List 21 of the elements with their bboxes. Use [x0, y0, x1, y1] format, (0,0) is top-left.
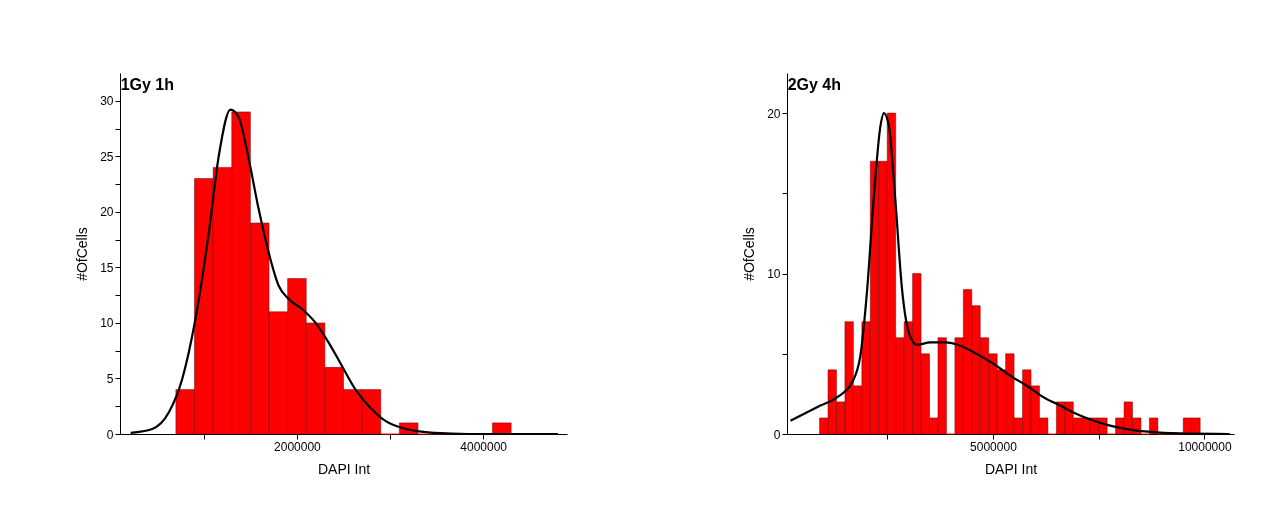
x-tick-label: 2000000 — [274, 439, 322, 454]
y-tick-label: 25 — [100, 149, 114, 164]
y-tick-label: 0 — [773, 427, 781, 442]
chart-title: 2Gy 4h — [787, 76, 842, 93]
y-tick-label: 20 — [100, 205, 114, 220]
y-tick-label: 10 — [100, 316, 114, 331]
y-axis-title: #OfCells — [741, 227, 758, 281]
x-axis-title: DAPI Int — [317, 460, 371, 477]
x-tick-label: 5000000 — [970, 439, 1018, 454]
y-tick-label: 30 — [100, 94, 114, 109]
x-axis-title: DAPI Int — [984, 460, 1038, 477]
y-tick-label: 5 — [106, 371, 114, 386]
y-tick-label: 15 — [100, 260, 114, 275]
y-tick-label: 10 — [767, 267, 781, 282]
x-tick-label: 4000000 — [460, 439, 508, 454]
y-tick-label: 0 — [106, 427, 114, 442]
chart-title: 1Gy 1h — [120, 76, 175, 93]
x-tick-label: 10000000 — [1178, 439, 1232, 454]
y-tick-label: 20 — [767, 106, 781, 121]
line-series — [789, 112, 1231, 436]
y-axis-title: #OfCells — [74, 227, 91, 281]
